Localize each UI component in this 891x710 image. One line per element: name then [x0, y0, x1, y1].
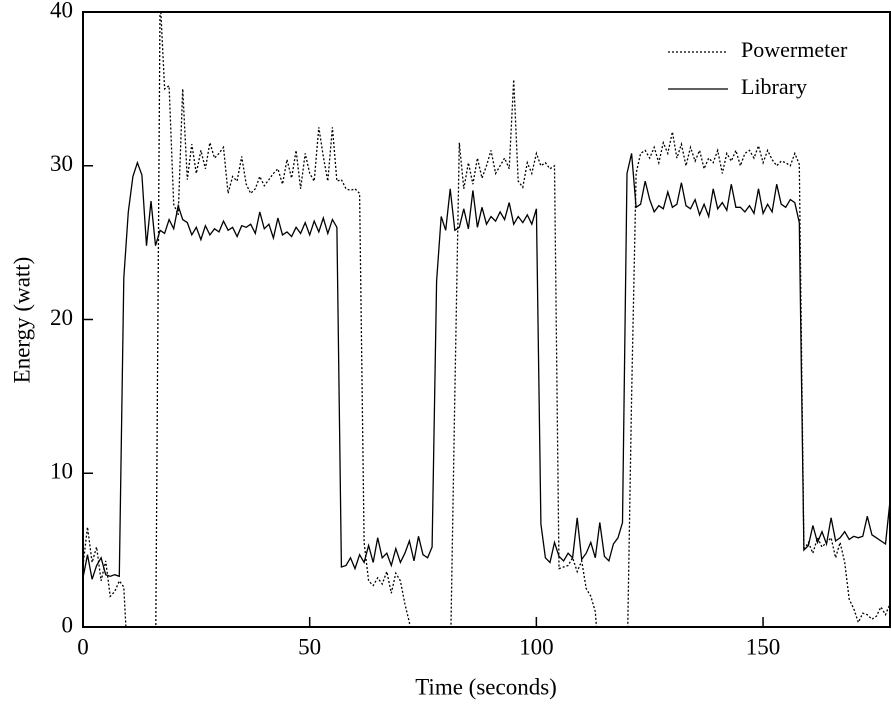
- y-tick-label: 0: [62, 612, 74, 637]
- data-line: [83, 12, 891, 627]
- y-tick-label: 20: [50, 305, 73, 330]
- y-axis-title: Energy (watt): [9, 257, 34, 384]
- plot-frame: [82, 11, 891, 628]
- data-line: [83, 153, 891, 580]
- x-tick-label: 0: [77, 634, 89, 659]
- x-tick-label: 100: [519, 634, 554, 659]
- y-tick-label: 40: [50, 0, 73, 22]
- plot-area: [83, 12, 891, 627]
- x-tick-label: 150: [746, 634, 781, 659]
- legend-label: Library: [741, 74, 807, 99]
- legend: Powermeter Library: [668, 37, 848, 99]
- x-tick-label: 50: [298, 634, 321, 659]
- y-tick-label: 10: [50, 459, 73, 484]
- x-axis-title: Time (seconds): [415, 674, 557, 699]
- legend-label: Powermeter: [741, 37, 848, 62]
- y-tick-label: 30: [50, 151, 73, 176]
